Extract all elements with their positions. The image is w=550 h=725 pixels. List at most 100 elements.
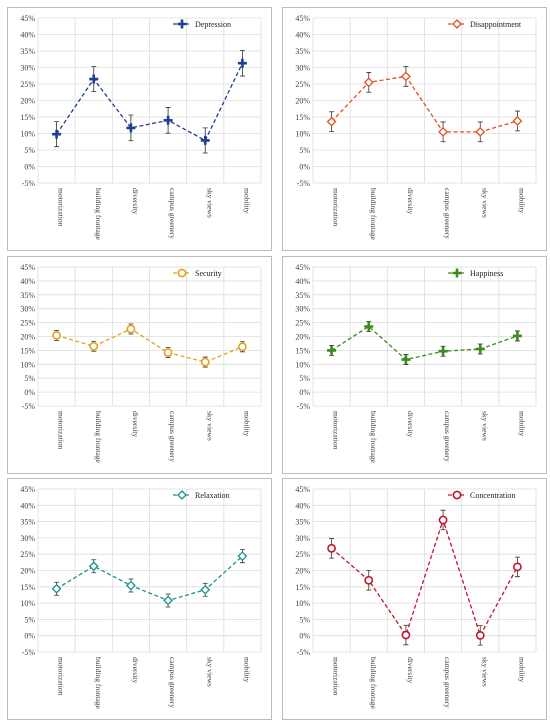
point-happiness-3: [438, 346, 448, 356]
ytick-label-concentration-1: 0%: [299, 632, 310, 641]
point-relaxation-2: [125, 580, 136, 591]
xtick-label-concentration-5: mobility: [517, 657, 526, 683]
xtick-label-happiness-3: campus greenery: [443, 411, 452, 462]
point-security-3: [163, 348, 173, 358]
grid-depression: [37, 17, 262, 184]
ytick-label-depression-9: 40%: [20, 31, 35, 40]
ytick-label-happiness-3: 10%: [295, 360, 310, 369]
series-line-depression: [56, 62, 244, 142]
ytick-label-relaxation-3: 10%: [20, 599, 35, 608]
chart-concentration: -5% 0% 5% 10% 15% 20% 25% 30% 35% 40% 45% motorizat…: [295, 485, 537, 710]
xtick-label-happiness-4: sky views: [480, 411, 489, 441]
point-security-4: [200, 357, 210, 367]
ytick-label-security-4: 15%: [20, 346, 35, 355]
xtick-label-happiness-1: building frontage: [369, 411, 378, 464]
legend-marker-depression: [177, 19, 187, 29]
legend-disappointment: Disappointment: [448, 19, 522, 29]
point-depression-1: [89, 74, 99, 84]
xtick-label-security-0: motorization: [57, 411, 66, 450]
ytick-label-security-9: 40%: [20, 277, 35, 286]
ytick-label-disappointment-6: 25%: [295, 80, 310, 89]
point-concentration-1: [364, 575, 374, 585]
ytick-label-relaxation-4: 15%: [20, 583, 35, 592]
point-relaxation-4: [200, 584, 211, 595]
ytick-label-concentration-3: 10%: [295, 599, 310, 608]
ytick-label-depression-6: 25%: [20, 80, 35, 89]
xtick-label-disappointment-3: campus greenery: [443, 188, 452, 239]
point-security-0: [52, 330, 61, 340]
series-security: [52, 323, 247, 368]
ytick-label-depression-3: 10%: [20, 130, 35, 139]
chart-disappointment: -5% 0% 5% 10% 15% 20% 25% 30% 35% 40% 45% motorizat…: [295, 14, 537, 241]
xtick-label-disappointment-1: building frontage: [369, 188, 378, 241]
panel-concentration: -5% 0% 5% 10% 15% 20% 25% 30% 35% 40% 45% motorizat…: [282, 478, 547, 720]
legend-marker-relaxation: [177, 490, 187, 500]
point-security-5: [238, 342, 247, 352]
xtick-label-relaxation-2: diversity: [131, 657, 140, 683]
ytick-label-concentration-6: 25%: [295, 550, 310, 559]
point-relaxation-3: [163, 595, 174, 606]
ytick-label-depression-8: 35%: [20, 47, 35, 56]
xtick-label-disappointment-5: mobility: [517, 188, 526, 214]
ytick-label-disappointment-4: 15%: [295, 113, 310, 122]
ytick-label-depression-0: -5%: [22, 179, 36, 188]
ytick-label-happiness-9: 40%: [295, 277, 310, 286]
ytick-label-relaxation-6: 25%: [20, 550, 35, 559]
ytick-label-disappointment-1: 0%: [299, 163, 310, 172]
point-happiness-1: [364, 321, 374, 331]
ytick-label-security-0: -5%: [22, 402, 36, 411]
series-happiness: [327, 321, 522, 365]
point-concentration-3: [438, 515, 448, 525]
grid-disappointment: [312, 17, 537, 184]
xtick-label-disappointment-0: motorization: [332, 188, 341, 227]
point-disappointment-5: [512, 116, 523, 126]
chart-relaxation: -5% 0% 5% 10% 15% 20% 25% 30% 35% 40% 45% motorizat…: [20, 485, 262, 710]
xtick-label-relaxation-4: sky views: [205, 657, 214, 687]
xtick-label-concentration-4: sky views: [480, 657, 489, 687]
series-disappointment: [326, 66, 523, 143]
ytick-label-security-7: 30%: [20, 305, 35, 314]
ytick-label-disappointment-5: 20%: [295, 97, 310, 106]
legend-label-depression: Depression: [195, 20, 231, 29]
point-happiness-2: [401, 355, 411, 365]
ytick-label-happiness-7: 30%: [295, 305, 310, 314]
ytick-label-security-2: 5%: [24, 374, 35, 383]
xtick-label-concentration-0: motorization: [332, 657, 341, 696]
chart-happiness: -5% 0% 5% 10% 15% 20% 25% 30% 35% 40% 45% motorizat…: [295, 263, 537, 464]
ytick-label-concentration-2: 5%: [299, 615, 310, 624]
panel-security: -5% 0% 5% 10% 15% 20% 25% 30% 35% 40% 45% motorizat…: [7, 256, 272, 474]
point-disappointment-3: [438, 126, 449, 137]
point-disappointment-0: [326, 116, 337, 127]
legend-concentration: Concentration: [448, 490, 515, 500]
ytick-label-depression-4: 15%: [20, 113, 35, 122]
series-concentration: [327, 509, 522, 646]
ytick-label-concentration-10: 45%: [295, 485, 310, 494]
xtick-label-relaxation-1: building frontage: [94, 657, 103, 710]
ytick-label-concentration-4: 15%: [295, 583, 310, 592]
ytick-label-happiness-8: 35%: [295, 291, 310, 300]
point-disappointment-2: [400, 71, 411, 82]
legend-security: Security: [173, 268, 222, 278]
point-happiness-5: [512, 331, 522, 341]
ytick-label-security-6: 25%: [20, 319, 35, 328]
legend-marker-disappointment: [452, 19, 462, 29]
ytick-label-disappointment-2: 5%: [299, 146, 310, 155]
point-disappointment-4: [475, 126, 486, 137]
legend-label-concentration: Concentration: [470, 491, 515, 500]
xtick-label-security-5: mobility: [242, 411, 251, 437]
ytick-label-happiness-10: 45%: [295, 263, 310, 272]
point-security-1: [89, 341, 99, 351]
ytick-label-happiness-5: 20%: [295, 333, 310, 342]
panel-relaxation: -5% 0% 5% 10% 15% 20% 25% 30% 35% 40% 45% motorizat…: [7, 478, 272, 720]
ytick-label-disappointment-0: -5%: [297, 179, 311, 188]
ytick-label-disappointment-9: 40%: [295, 31, 310, 40]
point-security-2: [126, 324, 136, 334]
legend-marker-security: [177, 268, 187, 278]
grid-happiness: [312, 266, 537, 407]
ytick-label-security-5: 20%: [20, 333, 35, 342]
ytick-label-happiness-1: 0%: [299, 388, 310, 397]
xtick-label-concentration-3: campus greenery: [443, 657, 452, 708]
ytick-label-relaxation-5: 20%: [20, 567, 35, 576]
xtick-label-depression-1: building frontage: [94, 188, 103, 241]
